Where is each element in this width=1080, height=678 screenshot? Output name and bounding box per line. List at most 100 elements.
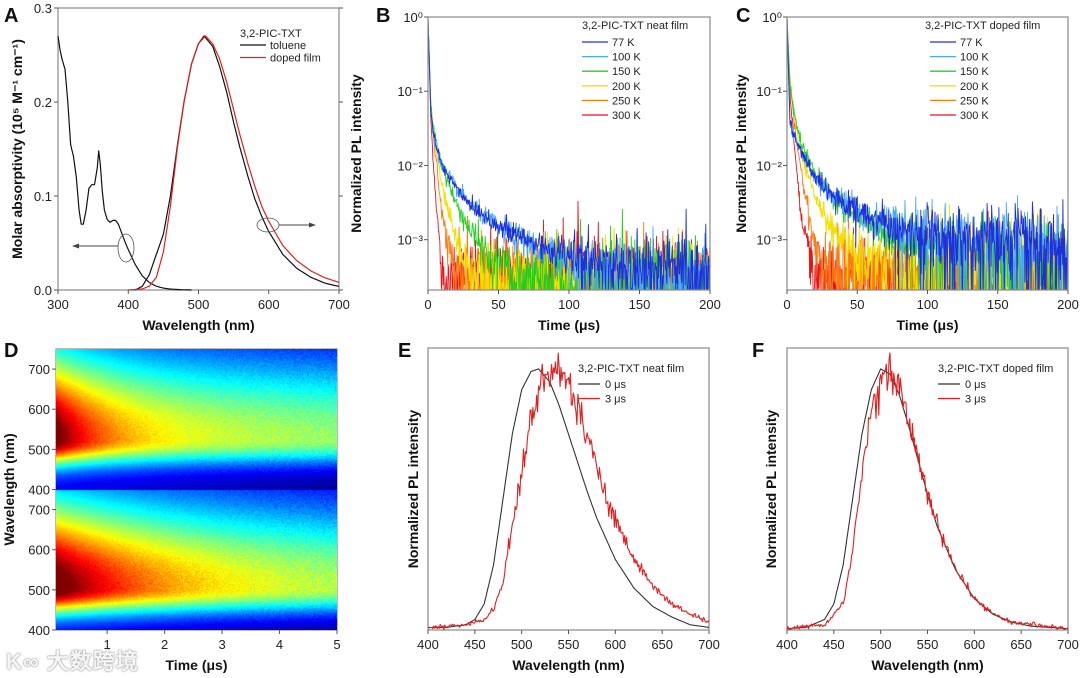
x-axis-label: Wavelength (nm) [142, 317, 254, 333]
legend-entry: 3 μs [605, 394, 627, 406]
x-tick-label: 5 [333, 637, 340, 652]
x-tick-label: 700 [328, 297, 350, 312]
series-line-3-μs [427, 352, 710, 631]
x-tick-label: 50 [491, 297, 505, 312]
arrowhead-icon [72, 243, 79, 249]
y-axis-label: Normalized PL intensity [348, 74, 364, 233]
panel-f: F 400 450 500 550 600 650 700 Wavelength (nm) Nor… [752, 340, 1079, 673]
y-tick-label: 10⁻³ [397, 233, 423, 248]
x-tick-label: 700 [698, 637, 720, 652]
x-tick-label: 450 [823, 637, 845, 652]
series-line-77-K [428, 17, 710, 290]
legend-entry: 150 K [612, 66, 641, 78]
x-tick-label: 0 [424, 297, 431, 312]
legend-title: 3,2-PIC-TXT [240, 28, 302, 40]
legend-entry: doped film [270, 53, 321, 65]
x-tick-label: 150 [629, 297, 651, 312]
x-axis-label: Wavelength (nm) [871, 657, 983, 673]
x-tick-label: 600 [604, 637, 626, 652]
x-tick-label: 100 [558, 297, 580, 312]
heatmap-canvas [56, 349, 337, 630]
y-tick-label: 10⁻¹ [397, 84, 423, 99]
x-tick-label: 600 [258, 297, 280, 312]
legend-entry: 100 K [612, 52, 641, 64]
series-line-200-K [428, 17, 710, 290]
legend-entry: 300 K [960, 110, 989, 122]
x-tick-label: 550 [917, 637, 939, 652]
y-tick-label: 10⁻² [756, 158, 782, 173]
y-tick-label: 10⁻² [397, 158, 423, 173]
legend-title: 3,2-PIC-TXT neat film [578, 363, 684, 375]
legend: 3,2-PIC-TXT doped film 0 μs 3 μs [938, 363, 1053, 406]
y-tick-label: 500 [28, 442, 50, 457]
series-line-0-μs [428, 368, 710, 628]
x-tick-label: 4 [276, 637, 283, 652]
legend-entry: 77 K [960, 37, 983, 49]
y-tick-label: 600 [28, 402, 50, 417]
legend-entry: 77 K [612, 37, 635, 49]
y-tick-label: 0.0 [34, 283, 52, 298]
y-tick-label: 0.1 [34, 189, 52, 204]
y-tick-label: 400 [28, 483, 50, 498]
series-line-3-μs [786, 352, 1069, 631]
legend-entry: 0 μs [965, 379, 987, 391]
x-tick-label: 200 [1057, 297, 1079, 312]
legend-entry: 3 μs [965, 394, 987, 406]
legend: 3,2-PIC-TXT neat film 0 μs 3 μs [578, 363, 684, 406]
x-tick-label: 50 [850, 297, 864, 312]
watermark: K∞ 大数跨境 [6, 644, 139, 676]
y-tick-label: 600 [28, 543, 50, 558]
x-axis-label: Time (μs) [897, 317, 959, 333]
panel-b: B 0 50 100 150 200 Time (μs) Normalized PL inte… [348, 5, 721, 333]
x-tick-label: 100 [917, 297, 939, 312]
x-tick-label: 300 [47, 297, 69, 312]
y-axis-label: Wavelength (nm) [1, 433, 17, 545]
legend-title: 3,2-PIC-TXT neat film [582, 20, 688, 32]
series-line-0-μs [786, 368, 1069, 630]
annotation-ellipse [117, 233, 135, 263]
y-tick-label: 10⁻¹ [756, 84, 782, 99]
y-tick-label: 0.2 [34, 95, 52, 110]
x-tick-label: 500 [511, 637, 533, 652]
y-tick-label: 10⁰ [403, 10, 423, 25]
y-tick-label: 10⁻³ [756, 233, 782, 248]
x-tick-label: 150 [987, 297, 1009, 312]
y-tick-label: 700 [28, 503, 50, 518]
legend: 3,2-PIC-TXT neat film 77 K 100 K 150 K 200 K… [582, 20, 688, 122]
legend-entry: 250 K [960, 95, 989, 107]
x-tick-label: 450 [464, 637, 486, 652]
series-line-77-K [787, 17, 1068, 290]
watermark-logo: K∞ [6, 649, 40, 674]
x-axis-label: Time (μs) [538, 317, 600, 333]
x-tick-label: 400 [776, 637, 798, 652]
x-tick-label: 200 [699, 297, 721, 312]
legend-entry: 200 K [612, 81, 641, 93]
panel-label: C [736, 5, 750, 27]
series-line-toluene [135, 35, 340, 291]
legend-title: 3,2-PIC-TXT doped film [938, 363, 1053, 375]
x-tick-label: 650 [651, 637, 673, 652]
plot-frame [786, 347, 1069, 631]
series-line-toluene-absorption [57, 36, 192, 291]
legend-entry: 100 K [960, 52, 989, 64]
x-tick-label: 1 [104, 637, 111, 652]
y-tick-label: 500 [28, 583, 50, 598]
plot-frame [427, 347, 710, 631]
legend-entry: 0 μs [605, 379, 627, 391]
x-tick-label: 700 [1057, 637, 1079, 652]
x-axis-label: Wavelength (nm) [512, 657, 624, 673]
legend-entry: 250 K [612, 95, 641, 107]
x-tick-label: 400 [417, 637, 439, 652]
panel-e: E 400 450 500 550 600 650 700 Wavelength (nm) Nor… [398, 340, 720, 673]
x-tick-label: 0 [783, 297, 790, 312]
panel-label: E [398, 340, 411, 362]
y-tick-label: 400 [28, 623, 50, 638]
series-group [428, 17, 710, 290]
panel-c: C 0 50 100 150 200 Time (μs) Normalized PL inte… [733, 5, 1079, 333]
panel-label: B [376, 5, 390, 27]
panel-label: A [4, 5, 18, 27]
legend: 3,2-PIC-TXT doped film 77 K 100 K 150 K 200 … [925, 20, 1040, 122]
x-tick-label: 550 [558, 637, 580, 652]
